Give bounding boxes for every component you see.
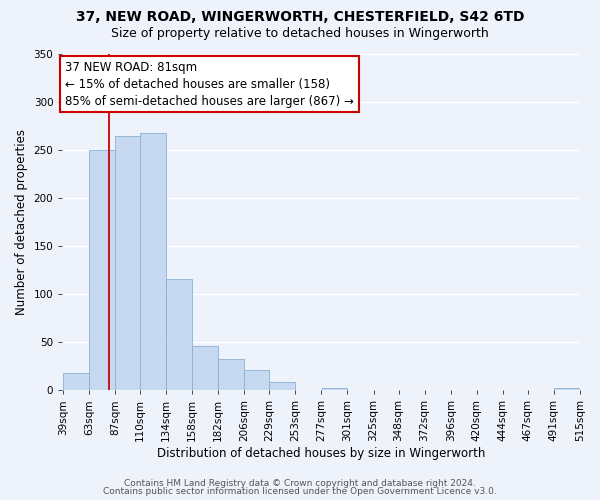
Bar — [166, 279, 192, 390]
Bar — [269, 382, 295, 390]
Bar — [193, 346, 218, 391]
Text: 37 NEW ROAD: 81sqm
← 15% of detached houses are smaller (158)
85% of semi-detach: 37 NEW ROAD: 81sqm ← 15% of detached hou… — [65, 60, 354, 108]
Text: Contains public sector information licensed under the Open Government Licence v3: Contains public sector information licen… — [103, 487, 497, 496]
Text: Size of property relative to detached houses in Wingerworth: Size of property relative to detached ho… — [111, 28, 489, 40]
Bar — [63, 373, 89, 390]
Bar — [115, 136, 140, 390]
Bar — [218, 358, 244, 390]
Bar — [322, 388, 347, 390]
Bar — [89, 150, 115, 390]
Y-axis label: Number of detached properties: Number of detached properties — [15, 129, 28, 315]
Bar — [244, 370, 269, 390]
Text: Contains HM Land Registry data © Crown copyright and database right 2024.: Contains HM Land Registry data © Crown c… — [124, 478, 476, 488]
X-axis label: Distribution of detached houses by size in Wingerworth: Distribution of detached houses by size … — [157, 447, 485, 460]
Text: 37, NEW ROAD, WINGERWORTH, CHESTERFIELD, S42 6TD: 37, NEW ROAD, WINGERWORTH, CHESTERFIELD,… — [76, 10, 524, 24]
Bar — [140, 133, 166, 390]
Bar — [554, 388, 580, 390]
